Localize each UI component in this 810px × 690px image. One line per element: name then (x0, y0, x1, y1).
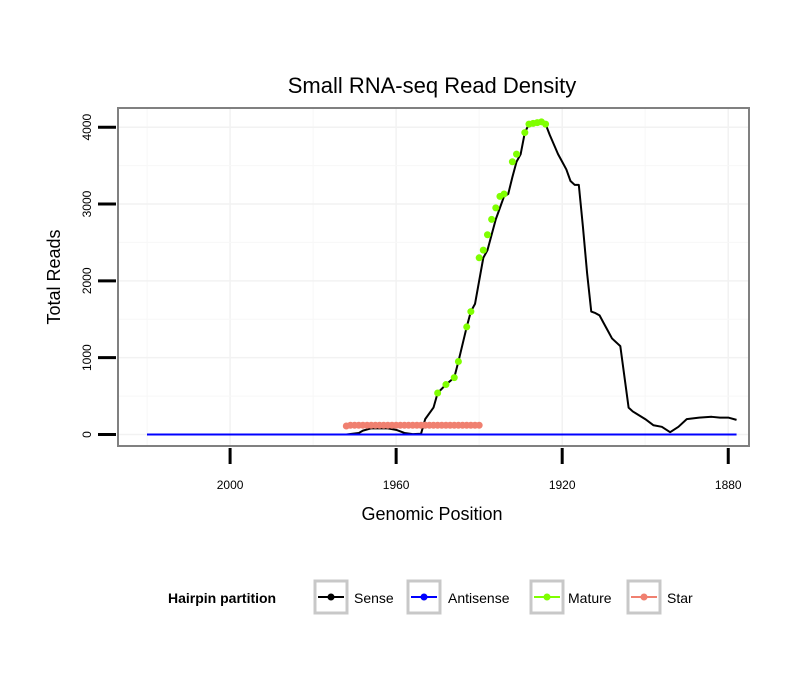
mature-point (434, 389, 442, 397)
legend-key-point (420, 593, 428, 601)
mature-point (463, 323, 471, 331)
legend-key-point (327, 593, 335, 601)
x-tick-label: 2000 (217, 478, 244, 492)
mature-point (500, 190, 508, 198)
x-axis: 2000 1960 1920 1880 (217, 448, 742, 492)
y-tick-label: 2000 (80, 267, 94, 294)
mature-point (508, 158, 516, 166)
mature-point (542, 120, 550, 128)
y-axis: 0 1000 2000 3000 4000 (80, 114, 116, 438)
mature-point (483, 231, 491, 239)
y-tick-label: 3000 (80, 190, 94, 217)
mature-point (454, 358, 462, 365)
mature-point (450, 374, 458, 382)
mature-point (521, 129, 529, 137)
legend-label-star: Star (667, 590, 693, 606)
mature-point (467, 308, 475, 316)
chart-title: Small RNA-seq Read Density (288, 73, 577, 98)
mature-point (488, 215, 496, 223)
y-tick-label: 1000 (80, 344, 94, 371)
legend: Hairpin partition Sense Antisense Mature St… (168, 579, 693, 615)
grid-layer (118, 108, 749, 446)
x-axis-title: Genomic Position (361, 504, 502, 524)
x-tick-label: 1920 (549, 478, 576, 492)
legend-key-point (640, 593, 648, 601)
plot-panel (118, 108, 749, 446)
series-layer (147, 118, 737, 436)
star-point (475, 421, 483, 429)
mature-point (479, 246, 487, 254)
y-axis-title: Total Reads (44, 229, 64, 324)
mature-point (492, 204, 500, 212)
y-tick-label: 4000 (80, 114, 94, 141)
legend-label-antisense: Antisense (448, 590, 510, 606)
legend-label-sense: Sense (354, 590, 394, 606)
legend-label-mature: Mature (568, 590, 612, 606)
mature-point (513, 150, 521, 158)
mature-point (442, 381, 450, 389)
legend-title: Hairpin partition (168, 590, 276, 606)
mature-point (475, 254, 483, 262)
plot-border (117, 107, 750, 447)
x-tick-label: 1880 (715, 478, 742, 492)
legend-key-point (543, 593, 551, 601)
x-tick-label: 1960 (383, 478, 410, 492)
y-tick-label: 0 (80, 431, 94, 438)
